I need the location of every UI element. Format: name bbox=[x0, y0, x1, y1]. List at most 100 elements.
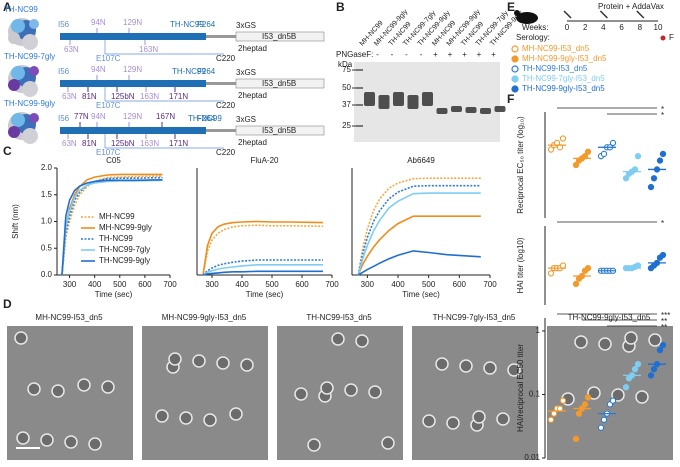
y-tick-label: 0.5 bbox=[41, 243, 53, 252]
treatment-sign: - bbox=[405, 50, 408, 59]
legend-marker bbox=[511, 75, 519, 83]
linker-label: 3xGS bbox=[236, 21, 256, 30]
y-tick-label: 1 bbox=[536, 326, 541, 335]
nanoparticle bbox=[240, 358, 254, 372]
nanoparticle bbox=[51, 384, 65, 398]
mouse-icon bbox=[514, 10, 520, 16]
nanoparticle bbox=[381, 436, 395, 450]
chart-title: FluA-20 bbox=[250, 156, 279, 165]
kinetic-curve bbox=[202, 220, 324, 276]
x-tick-label: 300 bbox=[361, 280, 375, 289]
data-point bbox=[547, 416, 555, 423]
panel-label: F bbox=[507, 92, 514, 106]
legend-label: TH-NC99-7gly bbox=[99, 245, 150, 254]
legend-marker bbox=[511, 65, 519, 73]
nanoparticle bbox=[216, 356, 230, 370]
marker-label: 50 bbox=[342, 83, 351, 92]
end-residue: F264 bbox=[197, 67, 216, 76]
data-point bbox=[650, 366, 658, 373]
week-label: 6 bbox=[619, 23, 624, 32]
nanoparticle bbox=[168, 352, 182, 366]
legend-label: MH-NC99-9gly bbox=[99, 223, 152, 232]
treatment-sign: - bbox=[420, 50, 423, 59]
data-point bbox=[631, 366, 639, 373]
week-label: 8 bbox=[638, 23, 643, 32]
data-point bbox=[609, 139, 617, 147]
end-residue: F264 bbox=[197, 20, 216, 29]
blood-drop bbox=[660, 35, 666, 41]
data-point bbox=[647, 183, 655, 191]
treatment-sign: - bbox=[391, 50, 394, 59]
treatment-sign: + bbox=[448, 50, 453, 59]
heptad-label: 2heptad bbox=[238, 91, 267, 100]
protein-model bbox=[22, 34, 38, 50]
mouse-icon bbox=[516, 12, 538, 24]
domain-label: TH-NC99 bbox=[172, 67, 206, 76]
x-tick-label: 600 bbox=[295, 280, 309, 289]
data-point bbox=[659, 341, 667, 349]
glycan-label: 94N bbox=[91, 65, 106, 74]
x-tick-label: 700 bbox=[483, 280, 497, 289]
marker-label: 25 bbox=[342, 121, 351, 130]
protein-model bbox=[8, 79, 20, 91]
protein-band bbox=[436, 108, 448, 114]
scaffold-box bbox=[235, 78, 325, 89]
treatment-sign: + bbox=[477, 50, 482, 59]
x-tick-label: 400 bbox=[235, 280, 249, 289]
y-axis-label: Reciprocal EC₅₀ titer (log₁₀) bbox=[516, 116, 525, 214]
kinetic-curve bbox=[202, 270, 323, 276]
protein-band bbox=[364, 92, 375, 106]
data-point bbox=[597, 424, 605, 431]
nanoparticle bbox=[344, 383, 358, 397]
y-axis-label: HAI titer (log10) bbox=[516, 237, 525, 293]
nanoparticle bbox=[624, 331, 638, 345]
mutation-label: E107C bbox=[96, 148, 121, 157]
data-point bbox=[550, 410, 558, 417]
weeks-label: Weeks: bbox=[522, 23, 549, 32]
x-axis-label: Time (sec) bbox=[95, 290, 133, 299]
nanoparticle bbox=[155, 409, 169, 423]
protein-model bbox=[22, 81, 38, 97]
ladder-band bbox=[356, 87, 363, 89]
heptad-label: 2heptad bbox=[238, 44, 267, 53]
protein-model bbox=[22, 128, 38, 144]
data-point bbox=[581, 401, 589, 408]
nanoparticle bbox=[368, 385, 382, 399]
nanoparticle bbox=[14, 331, 28, 345]
nanoparticle bbox=[483, 361, 497, 375]
significance-label: ** bbox=[661, 323, 667, 332]
data-point bbox=[547, 270, 555, 277]
data-point bbox=[659, 150, 667, 158]
glycan-label: 129N bbox=[123, 65, 142, 74]
ha-domain-bar bbox=[60, 33, 206, 40]
nanoparticle bbox=[307, 438, 321, 452]
heptad-label: 2heptad bbox=[238, 138, 267, 147]
kinetic-curve bbox=[202, 224, 324, 276]
em-label: MH-NC99-I53_dn5 bbox=[35, 313, 103, 322]
y-axis-label: HAI/reciprocal EC50 titer bbox=[516, 344, 525, 432]
week-label: 2 bbox=[583, 23, 588, 32]
data-point bbox=[609, 397, 617, 404]
chart-title: C05 bbox=[106, 156, 121, 165]
ladder-band bbox=[356, 125, 363, 127]
x-tick-label: 700 bbox=[325, 280, 339, 289]
legend-marker bbox=[511, 45, 519, 53]
x-axis-label: Time (sec) bbox=[246, 290, 284, 299]
end-residue: F264 bbox=[197, 114, 216, 123]
glycan-label: 163N bbox=[140, 139, 159, 148]
glycan-label: 81N bbox=[82, 139, 97, 148]
mutation-label: E107C bbox=[96, 101, 121, 110]
nanoparticle bbox=[320, 381, 334, 395]
em-label: TH-NC99-9gly-I53_dn5 bbox=[568, 313, 651, 322]
marker-label: 37 bbox=[342, 100, 351, 109]
marker-label: 75 bbox=[342, 65, 351, 74]
treatment-sign: + bbox=[462, 50, 467, 59]
linker-label: 3xGS bbox=[236, 115, 256, 124]
protein-model bbox=[29, 113, 39, 123]
nanoparticle bbox=[459, 359, 473, 373]
ladder-band bbox=[356, 104, 363, 106]
panel-label: A bbox=[3, 0, 12, 14]
construct-name: TH-NC99 bbox=[4, 5, 38, 14]
nanoparticle bbox=[229, 407, 243, 421]
kinetic-curve bbox=[357, 184, 481, 276]
